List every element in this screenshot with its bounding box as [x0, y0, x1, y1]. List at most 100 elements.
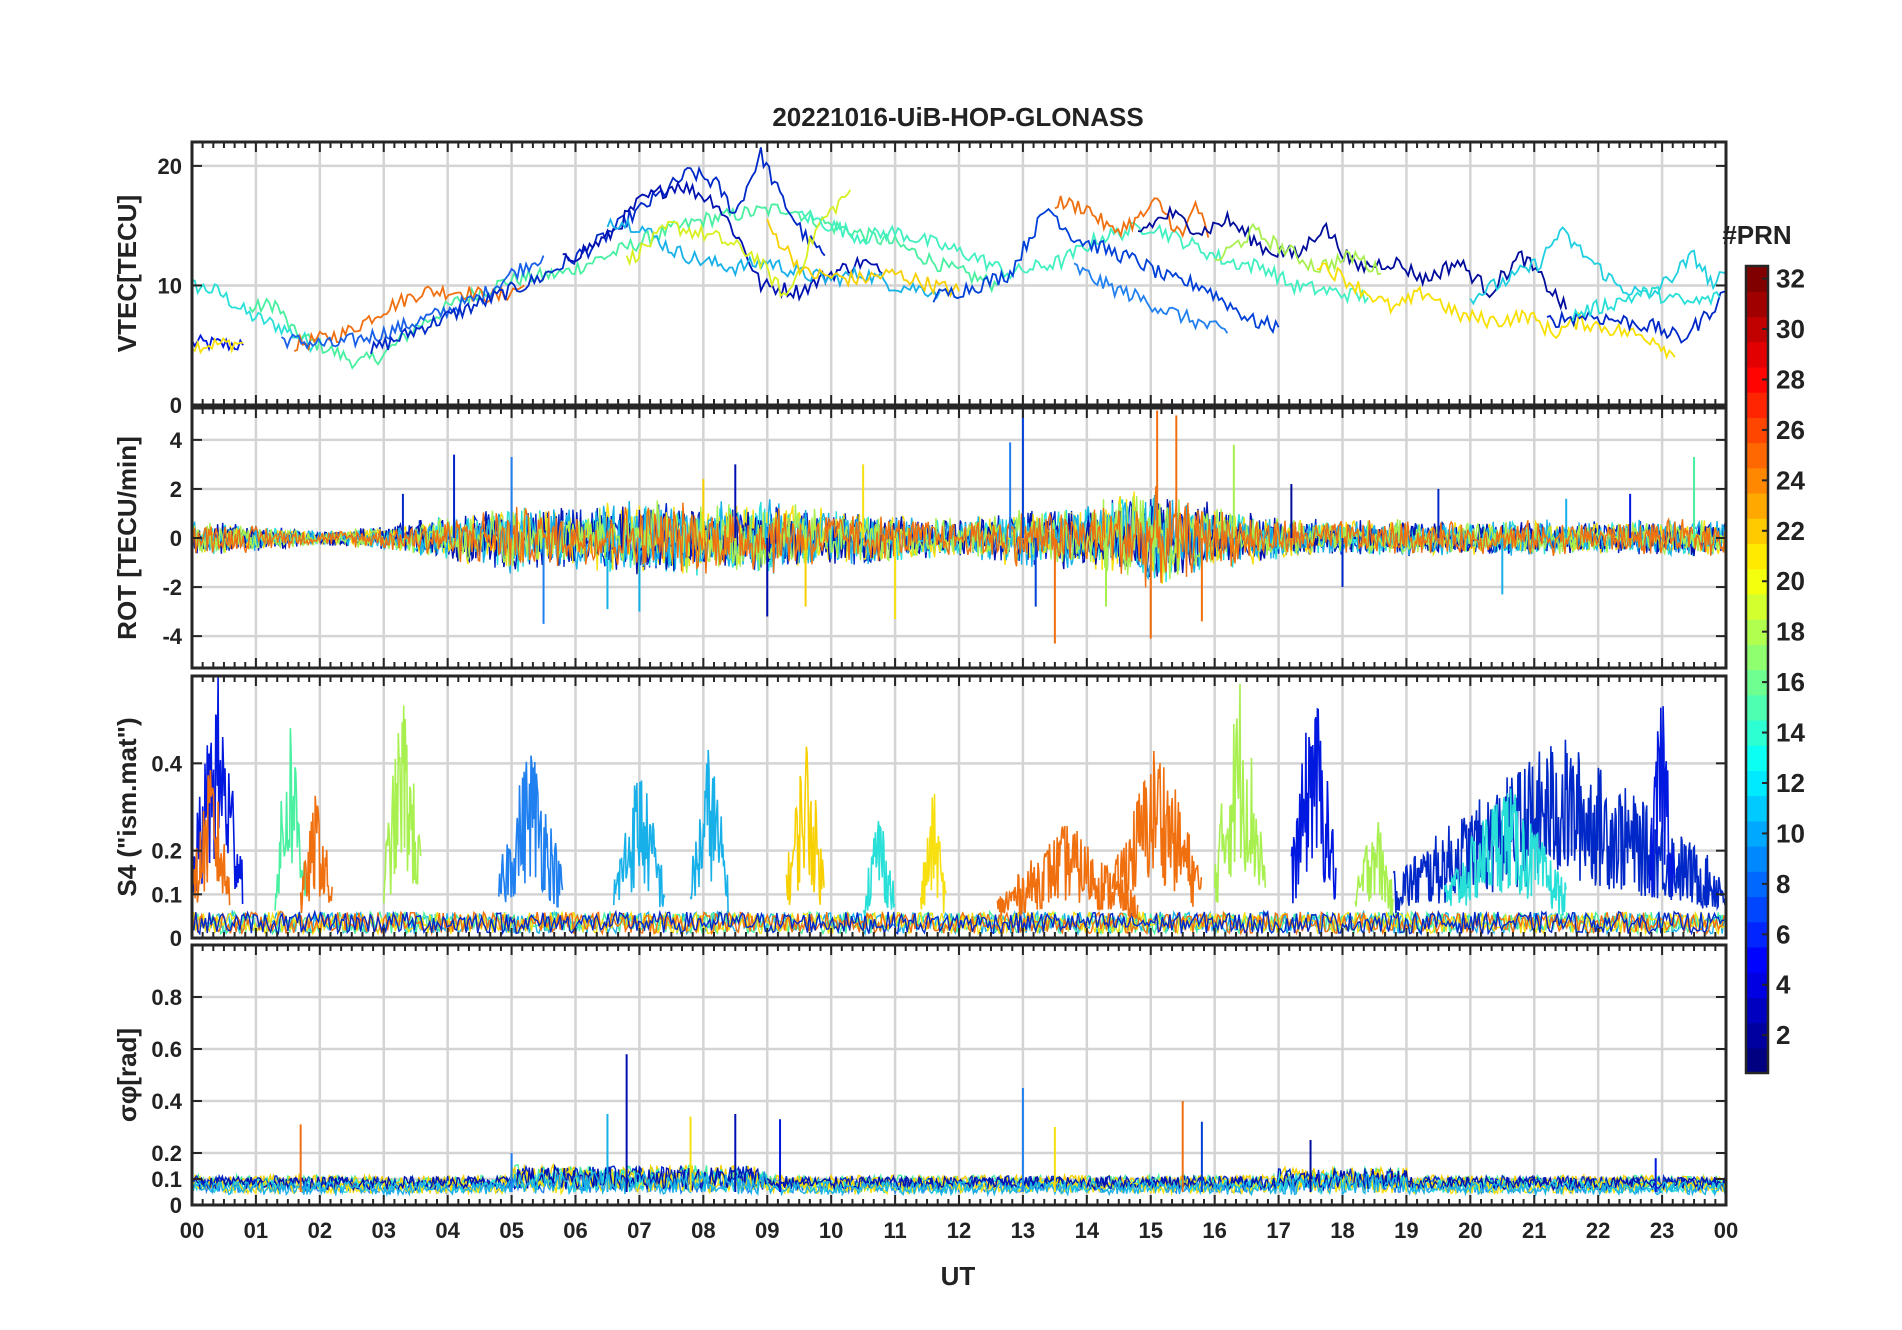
panel-rot: -4 -2 0 2 4 ROT [TECU/min]: [112, 406, 1728, 670]
colorbar-tick-label: 8: [1776, 869, 1790, 899]
x-tick-label: 20: [1458, 1218, 1482, 1243]
y-axis-label: σφ[rad]: [112, 1028, 142, 1122]
colorbar-tick-label: 28: [1776, 364, 1805, 394]
x-tick-label: 08: [691, 1218, 715, 1243]
colorbar-title: #PRN: [1722, 220, 1791, 250]
y-tick-label: 0.4: [151, 751, 182, 776]
colorbar-segment: [1746, 492, 1768, 519]
colorbar-tick-label: 6: [1776, 919, 1790, 949]
s4-burst: [785, 746, 825, 905]
colorbar-frame: [1744, 264, 1770, 1075]
rot-trace: [192, 496, 1726, 582]
colorbar-segment: [1746, 417, 1768, 444]
colorbar-segment: [1746, 392, 1768, 418]
x-axis-label: UT: [941, 1261, 976, 1291]
series-prn-17: [1214, 222, 1382, 276]
x-tick-label: 11: [883, 1218, 906, 1243]
y-tick-label: 0.2: [151, 1141, 182, 1166]
s4-burst: [1648, 706, 1676, 897]
s4-burst: [1111, 750, 1203, 907]
s4-burst: [1354, 821, 1394, 916]
colorbar-segment: [1746, 669, 1768, 696]
x-tick-label: 02: [308, 1218, 332, 1243]
colorbar-tick-label: 16: [1776, 667, 1805, 697]
colorbar-tick-label: 24: [1776, 465, 1805, 495]
x-tick-label: 22: [1586, 1218, 1610, 1243]
colorbar-tick-label: 2: [1776, 1020, 1790, 1050]
x-tick-label: 01: [244, 1218, 268, 1243]
x-tick-label: 12: [947, 1218, 971, 1243]
colorbar-segment: [1746, 593, 1768, 620]
colorbar-segment: [1746, 291, 1768, 318]
colorbar-segment: [1746, 770, 1768, 797]
s4-burst: [274, 728, 308, 911]
series-prn-23: [293, 284, 525, 352]
colorbar-segment: [1746, 921, 1768, 948]
rot-trace: [192, 486, 1726, 588]
series-prn-14: [798, 209, 1369, 305]
x-tick-label: 10: [819, 1218, 843, 1243]
y-tick-label: 0: [170, 526, 182, 551]
x-tick-label: 06: [563, 1218, 587, 1243]
colorbar-tick-label: 10: [1776, 818, 1805, 848]
x-tick-label: 23: [1650, 1218, 1674, 1243]
y-tick-label: 0.6: [151, 1037, 182, 1062]
colorbar-segment: [1746, 896, 1768, 923]
panel-vtec: 0 10 20 VTEC[TECU]: [112, 140, 1728, 418]
x-tick-label: 18: [1330, 1218, 1354, 1243]
colorbar-segment: [1746, 442, 1768, 469]
s4-burst: [996, 825, 1139, 920]
colorbar-segment: [1746, 846, 1768, 872]
series-prn-2: [562, 180, 883, 302]
colorbar-segment: [1746, 366, 1768, 393]
colorbar-segment: [1746, 997, 1768, 1024]
colorbar-segment: [1746, 644, 1768, 671]
colorbar-segment: [1746, 946, 1768, 973]
colorbar-segment: [1746, 719, 1768, 746]
colorbar-tick-label: 12: [1776, 768, 1805, 798]
x-tick-label: 05: [499, 1218, 523, 1243]
series-prn-5: [932, 207, 1280, 335]
s4-burst: [299, 795, 333, 914]
panel-s4: 0 0.1 0.2 0.4 S4 ("ism.mat"): [112, 674, 1728, 951]
x-tick-label: 13: [1011, 1218, 1035, 1243]
colorbar-segment: [1746, 518, 1768, 545]
series-prn-15: [248, 203, 999, 370]
y-tick-label: 0.2: [151, 839, 182, 864]
series-prn-9: [1073, 262, 1229, 334]
series-prn-22: [1316, 262, 1676, 360]
y-tick-label: 0.1: [151, 1167, 182, 1192]
x-tick-label: 19: [1394, 1218, 1418, 1243]
s4-burst: [863, 820, 896, 916]
x-axis: 00 01 02 03 04 05 06 07 08 09 10 11 12 13 14 15 16 17 18 19…: [180, 1218, 1738, 1243]
s4-burst: [498, 755, 564, 908]
x-tick-label: 17: [1266, 1218, 1290, 1243]
colorbar-tick-label: 20: [1776, 566, 1805, 596]
colorbar-segment: [1746, 619, 1768, 645]
colorbar-tick-label: 18: [1776, 617, 1805, 647]
x-tick-label: 16: [1202, 1218, 1226, 1243]
colorbar-tick-label: 32: [1776, 264, 1805, 294]
colorbar-segment: [1746, 316, 1768, 343]
panel-sigma: 00.10.2 0.4 0.6 0.8 σφ[rad]: [112, 943, 1728, 1218]
colorbar-segment: [1746, 467, 1768, 494]
series-prn-23: [1054, 195, 1210, 239]
x-tick-label: 21: [1522, 1218, 1546, 1243]
colorbar-tick-label: 26: [1776, 415, 1805, 445]
y-tick-label: 2: [170, 477, 182, 502]
data-layer: [192, 1054, 1726, 1198]
y-tick-label: -2: [162, 575, 182, 600]
data-layer: [192, 147, 1726, 370]
data-layer: [192, 676, 1726, 937]
y-tick-label: -4: [162, 624, 182, 649]
x-tick-label: 14: [1075, 1218, 1100, 1243]
series-prn-4: [192, 333, 244, 352]
colorbar-segment: [1746, 745, 1768, 771]
y-tick-label: 4: [170, 428, 183, 453]
y-tick-label: 20: [158, 154, 182, 179]
s4-burst: [1444, 788, 1567, 916]
y-tick-label: 0: [170, 393, 182, 418]
series-prn-19: [625, 189, 852, 299]
